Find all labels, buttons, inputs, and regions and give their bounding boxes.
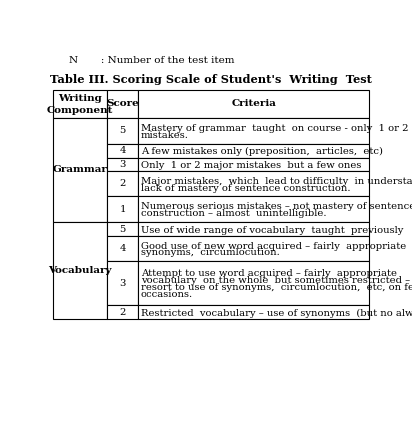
Bar	[107, 172, 138, 196]
Text: N       : Number of the test item: N : Number of the test item	[68, 56, 234, 65]
Text: Table III. Scoring Scale of Student's  Writing  Test: Table III. Scoring Scale of Student's Wr…	[50, 74, 372, 86]
Bar	[107, 144, 138, 158]
Text: construction – almost  unintelligible.: construction – almost unintelligible.	[140, 209, 326, 218]
Bar	[138, 306, 369, 319]
Text: Use of wide range of vocabulary  taught  previously: Use of wide range of vocabulary taught p…	[140, 226, 403, 235]
Text: 3: 3	[119, 160, 126, 169]
Text: 4: 4	[119, 244, 126, 253]
Text: Good use of new word acquired – fairly  appropriate: Good use of new word acquired – fairly a…	[140, 241, 406, 250]
Bar	[138, 158, 369, 172]
Bar	[107, 261, 138, 306]
Text: Criteria: Criteria	[231, 99, 276, 108]
Text: occasions.: occasions.	[140, 290, 193, 299]
Bar	[138, 118, 369, 144]
Bar	[107, 222, 138, 236]
Text: vocabulary  on the whole  but sometimes restricted – has to: vocabulary on the whole but sometimes re…	[140, 276, 412, 285]
Bar	[107, 118, 138, 144]
Text: Vocabulary: Vocabulary	[49, 266, 112, 275]
Text: Score: Score	[106, 99, 139, 108]
Text: 3: 3	[119, 279, 126, 288]
Text: lack of mastery of sentence construction.: lack of mastery of sentence construction…	[140, 184, 350, 193]
Text: Writing
Component: Writing Component	[47, 94, 113, 115]
Text: 4: 4	[119, 146, 126, 155]
Bar	[138, 196, 369, 222]
Text: synonyms,  circumlocution.: synonyms, circumlocution.	[140, 249, 279, 258]
Bar	[138, 261, 369, 306]
Text: resort to use of synonyms,  circumlocution,  etc, on few: resort to use of synonyms, circumlocutio…	[140, 283, 412, 292]
Bar	[107, 236, 138, 261]
Bar	[53, 90, 107, 118]
Text: Restricted  vocabulary – use of synonyms  (but no always: Restricted vocabulary – use of synonyms …	[140, 309, 412, 318]
Text: mistakes.: mistakes.	[140, 131, 189, 140]
Bar	[107, 196, 138, 222]
Text: 5: 5	[119, 225, 126, 234]
Text: Attempt to use word acquired – fairly  appropriate: Attempt to use word acquired – fairly ap…	[140, 269, 397, 278]
Bar	[138, 236, 369, 261]
Bar	[138, 222, 369, 236]
Text: 2: 2	[119, 179, 126, 188]
Text: 5: 5	[119, 126, 126, 135]
Bar	[107, 90, 138, 118]
Text: Mastery of grammar  taught  on course - only  1 or 2 minor: Mastery of grammar taught on course - on…	[140, 124, 412, 133]
Text: Numerous serious mistakes – not mastery of sentence: Numerous serious mistakes – not mastery …	[140, 202, 412, 211]
Bar	[138, 90, 369, 118]
Text: Grammar: Grammar	[53, 166, 108, 175]
Text: Major mistakes,  which  lead to difficulty  in understanding,: Major mistakes, which lead to difficulty…	[140, 177, 412, 186]
Bar	[138, 144, 369, 158]
Bar	[138, 172, 369, 196]
Text: 2: 2	[119, 308, 126, 317]
Text: A few mistakes only (preposition,  articles,  etc): A few mistakes only (preposition, articl…	[140, 147, 383, 156]
Bar	[53, 222, 107, 319]
Bar	[53, 118, 107, 222]
Bar	[107, 306, 138, 319]
Bar	[107, 158, 138, 172]
Text: 1: 1	[119, 205, 126, 214]
Text: Only  1 or 2 major mistakes  but a few ones: Only 1 or 2 major mistakes but a few one…	[140, 161, 361, 170]
